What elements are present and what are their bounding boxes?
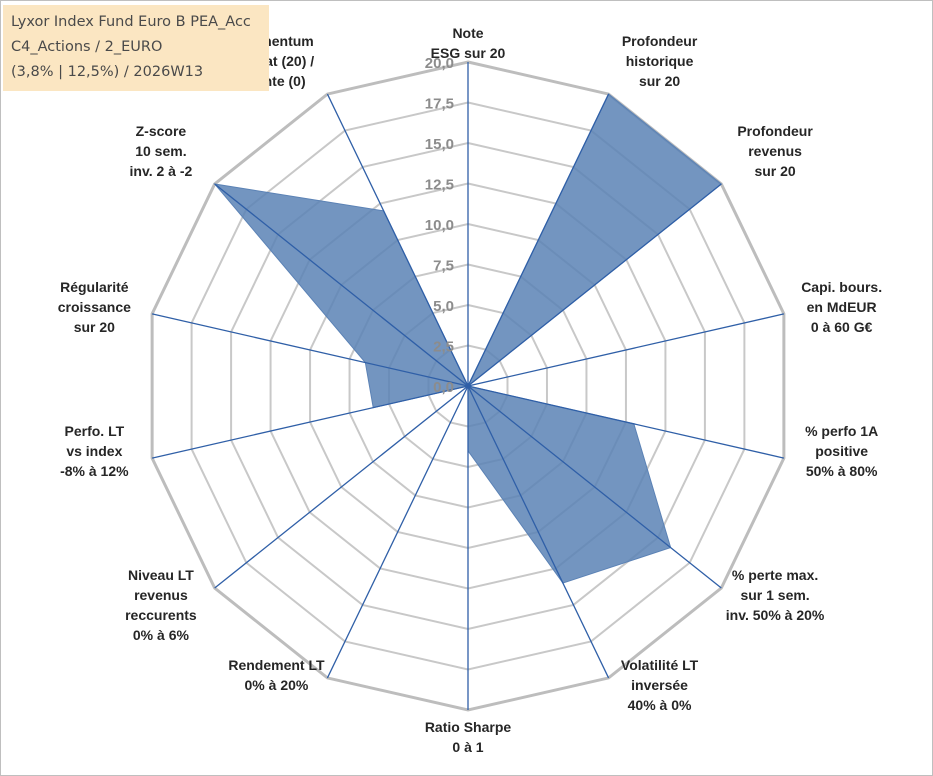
- category-label-line: Z-score: [136, 123, 187, 139]
- axis-spoke: [467, 183, 722, 387]
- category-label-line: Volatilité LT: [621, 657, 699, 673]
- category-label-line: 0% à 20%: [245, 677, 309, 693]
- category-label-line: % perte max.: [732, 567, 818, 583]
- category-label: Profondeur historique sur 20: [622, 33, 698, 89]
- category-label-line: 40% à 0%: [628, 697, 692, 713]
- axis-spoke: [326, 385, 469, 679]
- axis-spoke: [467, 385, 722, 589]
- category-label-line: sur 1 sem.: [740, 587, 809, 603]
- radial-tick-label: 20,0: [425, 55, 454, 72]
- category-label: % perfo 1A positive 50% à 80%: [805, 423, 878, 479]
- category-label: Rendement LT 0% à 20%: [228, 657, 325, 693]
- axis-spoke: [467, 385, 785, 459]
- category-label-line: inv. 2 à -2: [130, 163, 193, 179]
- title-line-1: Lyxor Index Fund Euro B PEA_Acc: [11, 14, 251, 30]
- title-line-2: C4_Actions / 2_EURO: [11, 39, 163, 55]
- category-label-line: Note: [452, 25, 483, 41]
- radial-tick-label: 17,5: [425, 96, 454, 113]
- chart-title-box: Lyxor Index Fund Euro B PEA_Acc C4_Actio…: [3, 5, 269, 91]
- category-label-line: sur 20: [639, 73, 680, 89]
- axis-spoke: [467, 313, 785, 387]
- category-label-line: inv. 50% à 20%: [726, 607, 825, 623]
- category-label-line: 10 sem.: [135, 143, 186, 159]
- axis-spoke: [151, 313, 469, 387]
- axis-spoke: [467, 93, 610, 387]
- category-label-line: 0 à 1: [452, 739, 483, 755]
- radial-tick-label: 12,5: [425, 177, 454, 194]
- category-label: Ratio Sharpe 0 à 1: [425, 719, 512, 755]
- category-label: Capi. bours. en MdEUR 0 à 60 G€: [801, 279, 882, 335]
- radial-tick-label: 7,5: [433, 258, 454, 275]
- category-label-line: ESG sur 20: [431, 45, 506, 61]
- label-layer: Note ESG sur 20 Profondeur historique sur 20…: [58, 25, 882, 755]
- category-label: Z-score 10 sem. inv. 2 à -2: [130, 123, 193, 179]
- category-label-line: % perfo 1A: [805, 423, 878, 439]
- category-label: Régularité croissance sur 20: [58, 279, 131, 335]
- category-label-line: Niveau LT: [128, 567, 194, 583]
- axis-spoke: [151, 385, 469, 459]
- category-label-line: reccurents: [125, 607, 197, 623]
- category-label-line: inversée: [631, 677, 688, 693]
- category-label-line: Rendement LT: [228, 657, 325, 673]
- radial-tick-label: 0,0: [433, 379, 454, 396]
- category-label-line: Capi. bours.: [801, 279, 882, 295]
- axis-spoke: [326, 93, 469, 387]
- category-label: Note ESG sur 20: [431, 25, 506, 61]
- category-label: Perfo. LT vs index -8% à 12%: [60, 423, 129, 479]
- category-label-line: vs index: [66, 443, 122, 459]
- category-label-line: Perfo. LT: [65, 423, 125, 439]
- category-label-line: 0% à 6%: [133, 627, 190, 643]
- category-label: Volatilité LT inversée 40% à 0%: [621, 657, 699, 713]
- category-label-line: Profondeur: [622, 33, 698, 49]
- category-label: Profondeur revenus sur 20: [737, 123, 813, 179]
- category-label: % perte max. sur 1 sem. inv. 50% à 20%: [726, 567, 825, 623]
- category-label-line: croissance: [58, 299, 131, 315]
- category-label-line: en MdEUR: [807, 299, 877, 315]
- radial-tick-label: 15,0: [425, 136, 454, 153]
- category-label-line: sur 20: [754, 163, 795, 179]
- radial-tick-label: 5,0: [433, 298, 454, 315]
- axis-spoke: [214, 385, 469, 589]
- axis-spoke: [467, 385, 610, 679]
- radial-tick-label: 10,0: [425, 217, 454, 234]
- axis-spoke: [214, 183, 469, 387]
- category-label-line: -8% à 12%: [60, 463, 129, 479]
- category-label-line: revenus: [748, 143, 802, 159]
- category-label-line: Profondeur: [737, 123, 813, 139]
- category-label-line: historique: [626, 53, 694, 69]
- category-label-line: 0 à 60 G€: [811, 319, 873, 335]
- category-label-line: sur 20: [74, 319, 115, 335]
- category-label-line: Régularité: [60, 279, 129, 295]
- radial-tick-label: 2,5: [433, 339, 454, 356]
- title-line-3: (3,8% | 12,5%) / 2026W13: [11, 64, 204, 80]
- category-label-line: Ratio Sharpe: [425, 719, 512, 735]
- category-label-line: revenus: [134, 587, 188, 603]
- tick-layer: 0,0 2,5 5,0 7,5 10,0 12,5 15,0 17,5 20,0: [425, 55, 454, 396]
- spoke-layer: [151, 62, 785, 710]
- category-label-line: positive: [815, 443, 868, 459]
- category-label: Niveau LT revenus reccurents 0% à 6%: [125, 567, 197, 643]
- category-label-line: 50% à 80%: [806, 463, 878, 479]
